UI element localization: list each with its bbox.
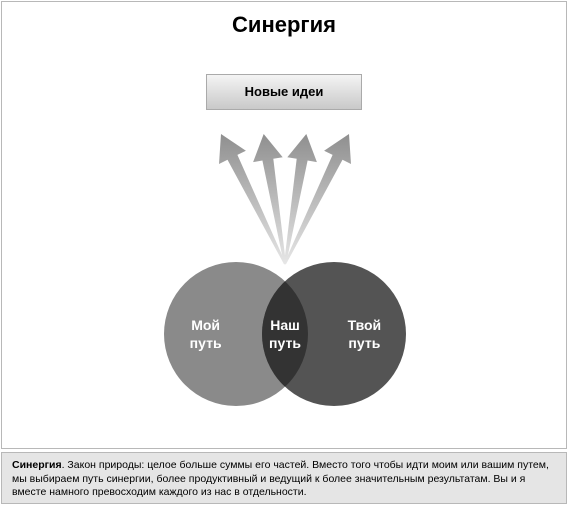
venn-left-label: Мой xyxy=(191,317,220,333)
venn-diagram: Мой путь Наш путь Твой путь xyxy=(164,262,406,406)
caption-bold: Синергия xyxy=(12,459,62,471)
arrow-icon xyxy=(284,134,317,264)
venn-mid-label: Наш xyxy=(270,317,300,333)
venn-mid-label2: путь xyxy=(269,335,301,351)
figure-frame: Синергия Новые идеи Мой путь Наш xyxy=(0,0,568,505)
synergy-diagram: Мой путь Наш путь Твой путь xyxy=(2,2,568,450)
caption-text: . Закон природы: целое больше суммы его … xyxy=(12,459,549,498)
venn-right-label2: путь xyxy=(348,335,380,351)
arrows-group xyxy=(219,134,351,264)
caption-panel: Синергия. Закон природы: целое больше су… xyxy=(1,452,567,504)
venn-right-label: Твой xyxy=(348,317,382,333)
main-panel: Синергия Новые идеи Мой путь Наш xyxy=(1,1,567,449)
venn-left-label2: путь xyxy=(190,335,222,351)
arrow-icon xyxy=(253,134,286,264)
